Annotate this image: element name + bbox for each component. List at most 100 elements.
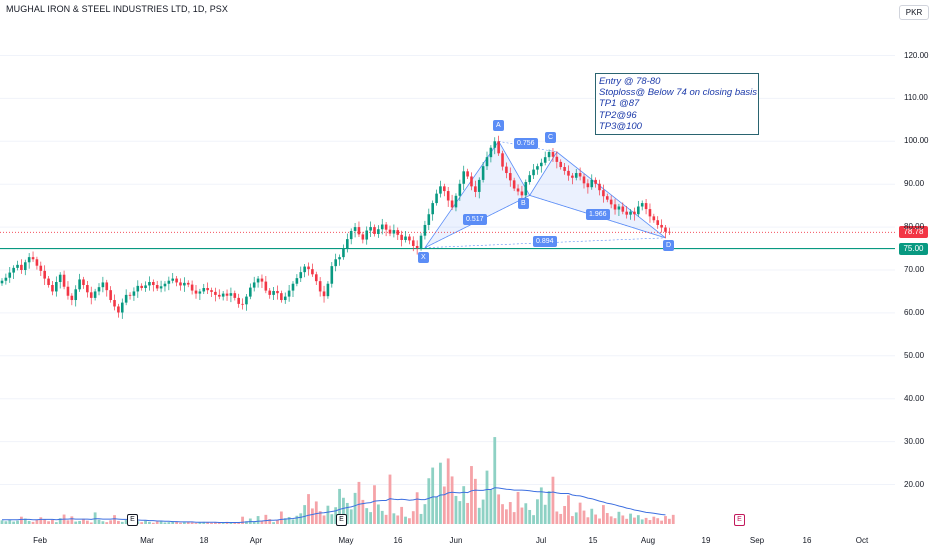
candle [497, 135, 500, 156]
candle [136, 280, 140, 298]
candle [462, 165, 466, 191]
volume-bar [633, 517, 636, 524]
candle [392, 224, 396, 238]
candle [272, 286, 275, 301]
volume-bar [408, 518, 411, 524]
candle [384, 221, 388, 237]
volume-bar [217, 522, 221, 524]
candle [70, 293, 74, 306]
volume-bar [23, 518, 27, 524]
volume-bar [396, 515, 400, 524]
volume-bar [124, 520, 128, 524]
candle [268, 288, 272, 299]
volume-bar [190, 522, 194, 524]
earnings-marker[interactable]: E [336, 514, 347, 526]
volume-bar [582, 510, 586, 524]
volume-bar [307, 494, 310, 524]
currency-button[interactable]: PKR [899, 5, 929, 20]
x-tick-label: Jul [535, 536, 547, 545]
candle [291, 281, 295, 298]
candle [540, 158, 543, 173]
candle [559, 159, 563, 170]
volume-bar [481, 499, 485, 524]
volume-bars [0, 437, 675, 524]
candle [276, 285, 279, 300]
earnings-marker[interactable]: E [127, 514, 138, 526]
candle [295, 274, 299, 287]
volume-bar [454, 495, 458, 524]
note-tp1: TP1 @87 [599, 98, 640, 110]
volume-bar [148, 521, 151, 524]
candle [74, 285, 78, 307]
volume-bar [78, 520, 81, 524]
candle [233, 290, 237, 301]
candle [326, 281, 330, 299]
volume-bar [345, 502, 349, 524]
volume-bar [567, 495, 570, 524]
volume-bar [314, 501, 318, 524]
x-tick-label: 16 [393, 536, 403, 545]
volume-bar [415, 492, 419, 524]
volume-bar [656, 518, 660, 524]
volume-bar [559, 513, 563, 524]
volume-bar [431, 467, 435, 524]
candle [439, 180, 442, 198]
candle [443, 183, 446, 197]
volume-bar [299, 513, 303, 524]
volume-bar [179, 522, 182, 524]
candle [419, 233, 423, 251]
x-tick-label: Mar [140, 536, 154, 545]
candle [625, 206, 628, 219]
candle [183, 277, 186, 292]
candle [62, 270, 66, 290]
volume-bar [617, 511, 621, 524]
volume-bar [373, 485, 376, 524]
volume-bar [322, 515, 326, 524]
volume-bar [237, 522, 241, 524]
volume-bar [547, 491, 551, 524]
candle [474, 180, 477, 198]
volume-bar [0, 520, 4, 524]
volume-bar [536, 499, 539, 524]
y-tick-label: 110.00 [904, 93, 928, 103]
earnings-marker-upcoming[interactable]: E [734, 514, 745, 526]
volume-bar [501, 504, 504, 524]
volume-bar [439, 462, 442, 524]
candle [427, 208, 431, 231]
volume-bar [4, 521, 8, 524]
volume-bar [101, 521, 105, 524]
candle [152, 279, 155, 292]
candle [16, 260, 19, 271]
candle [47, 276, 50, 288]
candle [252, 276, 256, 292]
candle [613, 198, 617, 215]
volume-bar [342, 497, 345, 524]
symbol-title[interactable]: MUGHAL IRON & STEEL INDUSTRIES LTD, 1D, … [6, 4, 229, 14]
candle [159, 280, 163, 293]
candle [446, 186, 450, 207]
candle [163, 281, 167, 292]
volume-bar [283, 518, 287, 524]
volume-bar [660, 520, 663, 524]
candle [283, 292, 287, 304]
volume-bar [532, 515, 535, 524]
volume-bar [473, 478, 477, 524]
volume-bar [636, 515, 640, 524]
ratio-ac-label: 0.756 [514, 138, 538, 149]
trade-note[interactable]: Entry @ 78-80 Stoploss@ Below 74 on clos… [595, 73, 759, 135]
point-c-label: C [545, 132, 557, 143]
candle [349, 228, 353, 245]
candle [322, 285, 326, 303]
volume-bar [27, 520, 31, 524]
volume-bar [458, 501, 462, 524]
volume-bar [516, 491, 520, 524]
volume-bar [256, 516, 260, 524]
volume-bar [524, 503, 528, 524]
y-tick-label: 60.00 [904, 307, 925, 317]
x-tick-label: Sep [749, 536, 765, 545]
candle [82, 276, 85, 289]
volume-bar [233, 522, 237, 524]
volume-bar [466, 502, 469, 524]
candle [543, 151, 547, 166]
